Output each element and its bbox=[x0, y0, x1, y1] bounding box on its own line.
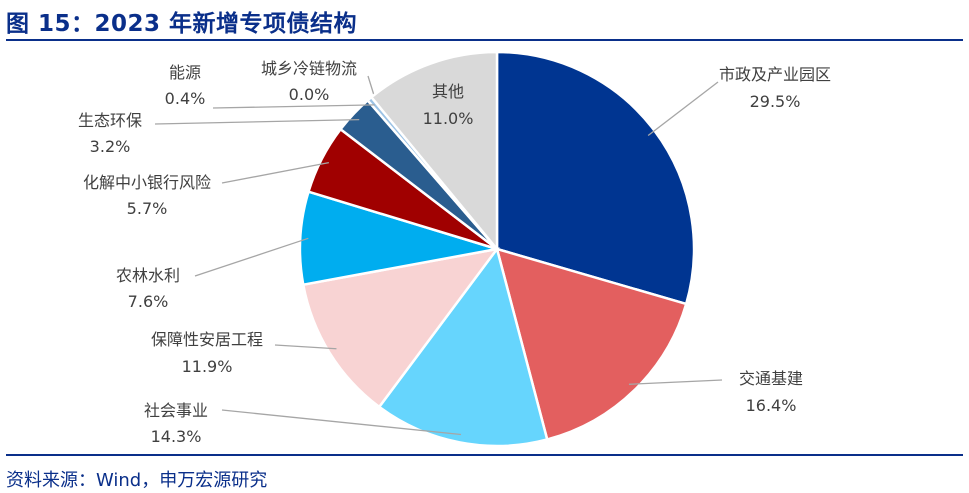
source-note: 资料来源：Wind，申万宏源研究 bbox=[6, 470, 268, 491]
pie-slice-4 bbox=[298, 190, 498, 287]
leader-line-5 bbox=[221, 162, 329, 184]
source-divider bbox=[6, 454, 963, 456]
leader-line-3 bbox=[274, 344, 337, 350]
slice-value-6: 3.2% bbox=[90, 137, 131, 156]
slice-value-5: 5.7% bbox=[127, 199, 168, 218]
figure-title: 图 15：2023 年新增专项债结构 bbox=[6, 11, 358, 37]
slice-value-3: 11.9% bbox=[182, 357, 233, 376]
slice-value-9: 11.0% bbox=[423, 109, 474, 128]
slice-value-7: 0.4% bbox=[165, 89, 206, 108]
slice-value-1: 16.4% bbox=[746, 396, 797, 415]
slice-label-2: 社会事业 bbox=[144, 401, 208, 420]
leader-line-2 bbox=[221, 409, 462, 436]
slice-label-3: 保障性安居工程 bbox=[151, 330, 263, 349]
slice-label-8: 城乡冷链物流 bbox=[261, 59, 357, 78]
pie-slice-2 bbox=[377, 246, 549, 448]
slice-label-0: 市政及产业园区 bbox=[719, 65, 831, 84]
title-divider bbox=[6, 39, 963, 41]
slice-value-4: 7.6% bbox=[128, 292, 169, 311]
slice-value-2: 14.3% bbox=[151, 427, 202, 446]
leader-line-4 bbox=[194, 237, 309, 277]
slice-label-1: 交通基建 bbox=[739, 369, 803, 388]
slice-label-9: 其他 bbox=[432, 82, 464, 101]
leader-line-0 bbox=[647, 81, 719, 137]
slice-label-7: 能源 bbox=[169, 63, 201, 82]
leader-line-6 bbox=[154, 118, 360, 125]
slice-value-8: 0.0% bbox=[289, 85, 330, 104]
leader-line-7 bbox=[212, 104, 375, 109]
pie-slice-3 bbox=[301, 247, 500, 409]
leader-line-1 bbox=[628, 379, 723, 385]
pie-slice-9 bbox=[369, 50, 499, 253]
slice-value-0: 29.5% bbox=[750, 92, 801, 111]
pie-slice-1 bbox=[495, 247, 688, 442]
slice-label-6: 生态环保 bbox=[78, 111, 142, 130]
slice-label-5: 化解中小银行风险 bbox=[83, 173, 211, 192]
slice-label-4: 农林水利 bbox=[116, 266, 180, 285]
